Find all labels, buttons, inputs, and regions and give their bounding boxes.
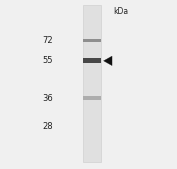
Text: 28: 28	[42, 122, 53, 131]
Text: 55: 55	[43, 56, 53, 65]
Bar	[83, 5, 101, 162]
Text: 36: 36	[42, 93, 53, 103]
Text: 72: 72	[42, 36, 53, 45]
Polygon shape	[104, 56, 112, 66]
Text: kDa: kDa	[113, 7, 128, 16]
Bar	[83, 96, 101, 100]
Bar	[83, 39, 101, 42]
Bar	[83, 58, 101, 63]
